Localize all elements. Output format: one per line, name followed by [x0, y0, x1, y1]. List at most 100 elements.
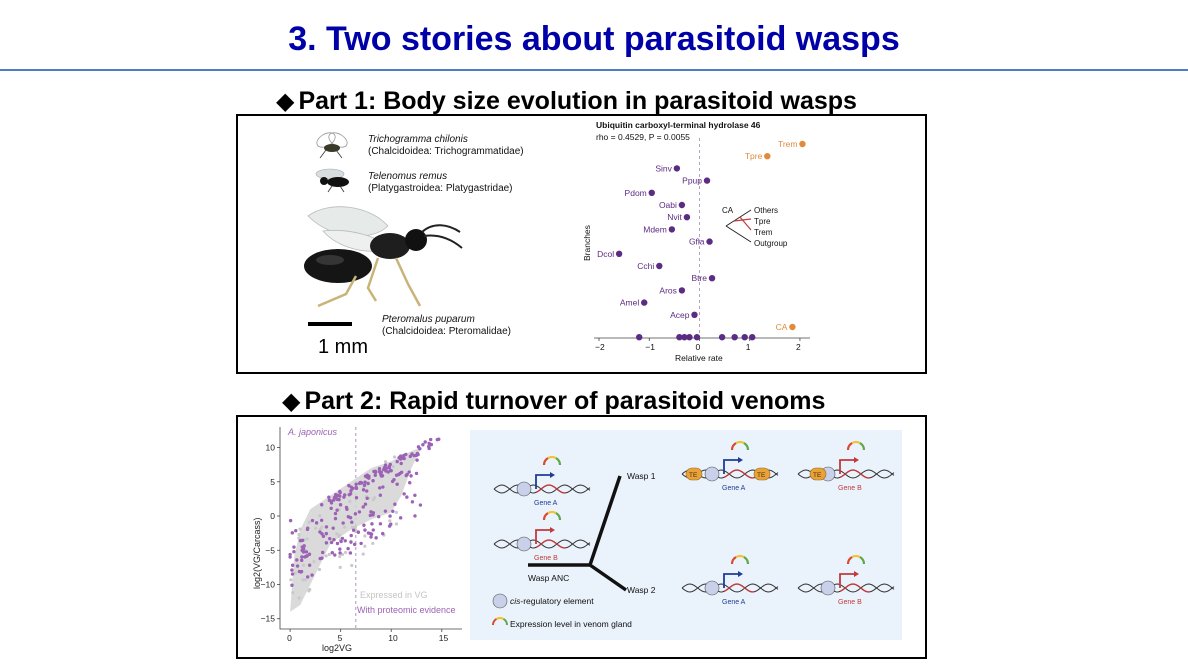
slide-title: 3. Two stories about parasitoid wasps — [288, 20, 900, 58]
chart2-point-expressed — [337, 534, 341, 539]
tree-label-ca: CA — [722, 206, 734, 215]
model-background — [470, 430, 902, 640]
chart2-point-proteomic — [361, 488, 366, 492]
chart2-point-proteomic — [319, 518, 324, 522]
chart2-point-proteomic — [408, 454, 412, 459]
chart2-point-expressed — [392, 455, 397, 459]
chart2-point-proteomic — [371, 479, 375, 483]
chart2-point-expressed — [391, 465, 395, 469]
chart2-point-proteomic — [404, 452, 408, 457]
chart1-point-label: Tpre — [745, 151, 763, 161]
chart2-point-proteomic — [348, 551, 353, 555]
chart2-point-proteomic — [341, 521, 345, 525]
chart2-point-expressed — [320, 525, 324, 529]
chart1-subtitle: rho = 0.4529, P = 0.0055 — [596, 132, 690, 142]
chart2-point-expressed — [324, 554, 328, 558]
dna-strand-icon — [493, 539, 591, 549]
gene-label: Gene B — [534, 555, 558, 562]
chart2-point-proteomic — [338, 547, 342, 551]
diamond-bullet-icon: ◆ — [276, 88, 295, 115]
chart2-point-proteomic — [399, 461, 403, 466]
chart2-point-expressed — [307, 520, 311, 524]
chart1-point-label: Nvit — [667, 212, 682, 222]
tree-branch-wasp2 — [589, 563, 627, 592]
chart2-point-proteomic — [300, 558, 304, 563]
chart2-point-expressed — [338, 565, 342, 570]
chart2-point-expressed — [371, 498, 375, 502]
chart2-point-proteomic — [371, 528, 375, 532]
inset-tree: CA Others Tpre Trem Outgroup — [722, 206, 788, 248]
chart2-point-proteomic — [343, 493, 347, 497]
chart2-point-proteomic — [328, 536, 332, 541]
chart2-point-proteomic — [290, 568, 294, 572]
expression-gauge-icon — [542, 455, 562, 466]
chart2-point-proteomic — [378, 493, 383, 497]
expression-gauge-icon — [542, 510, 562, 521]
chart2-point-expressed — [303, 578, 307, 582]
chart2-point-expressed — [394, 510, 398, 514]
chart2-point-expressed — [388, 519, 392, 523]
chart1-point — [676, 334, 683, 341]
chart2-point-expressed — [353, 525, 358, 529]
chart1-point — [764, 153, 771, 160]
chart2-point-proteomic — [428, 442, 432, 447]
chart2-point-proteomic — [321, 550, 325, 555]
te-label: TE — [689, 472, 698, 479]
chart2-point-proteomic — [402, 492, 406, 496]
label-wasp1: Wasp 1 — [627, 471, 656, 481]
chart2-point-proteomic — [333, 516, 338, 521]
chart2-point-proteomic — [414, 471, 419, 476]
chart2-point-proteomic — [305, 575, 310, 579]
legend-proteomic: With proteomic evidence — [357, 605, 456, 615]
promoter-arrow-icon — [723, 459, 738, 474]
chart1-xlabel: Relative rate — [675, 353, 723, 363]
chart1-point — [668, 226, 676, 233]
promoter-arrow-icon — [839, 573, 854, 588]
chart2-point-expressed — [343, 550, 348, 555]
species-name-2: Pteromalus puparum — [382, 314, 475, 325]
chart2-point-proteomic — [381, 531, 385, 536]
chart2-point-proteomic — [329, 540, 334, 545]
chart2-point-proteomic — [348, 492, 353, 496]
chart2-point-proteomic — [298, 538, 303, 543]
chart2-point-proteomic — [329, 506, 333, 511]
chart2-point-expressed — [335, 532, 339, 536]
chart1-point — [789, 323, 796, 331]
ubiquitin-rate-chart: Ubiquitin carboxyl-terminal hydrolase 46… — [582, 120, 810, 363]
chart2-point-proteomic — [354, 485, 358, 490]
chart2-point-proteomic — [335, 508, 339, 512]
transposable-element-icon — [809, 467, 827, 481]
chart2-xtick-label: 15 — [439, 633, 449, 643]
chart2-point-proteomic — [410, 500, 415, 504]
tree-label-tpre: Tpre — [754, 217, 771, 226]
chart2-point-proteomic — [428, 437, 433, 442]
species-family-2: (Chalcidoidea: Pteromalidae) — [382, 326, 511, 337]
chart1-ylabel: Branches — [582, 225, 592, 261]
chart2-point-expressed — [301, 563, 306, 567]
chart2-point-proteomic — [292, 545, 296, 549]
chart1-point-label: Pdom — [625, 188, 647, 198]
part1-heading-row: ◆ Part 1: Body size evolution in parasito… — [276, 87, 857, 116]
chart2-point-proteomic — [391, 509, 395, 514]
chart1-point-label: Acep — [670, 310, 690, 320]
chart2-point-expressed — [297, 536, 301, 540]
chart2-point-proteomic — [333, 493, 338, 497]
gene-label: Gene B — [838, 599, 862, 606]
label-wasp-anc: Wasp ANC — [528, 573, 569, 583]
chart2-point-proteomic — [408, 480, 412, 485]
chart2-point-expressed — [363, 544, 367, 548]
chart2-point-proteomic — [415, 451, 420, 456]
chart2-point-expressed — [343, 525, 347, 529]
chart1-title: Ubiquitin carboxyl-terminal hydrolase 46 — [596, 120, 761, 130]
chart1-point — [615, 250, 623, 257]
chart2-point-proteomic — [338, 494, 342, 498]
part2-panel: 0 5 10 15 10 5 0 −5 −10 −15 A. japonicus log2VG l… — [236, 415, 927, 659]
chart2-point-proteomic — [410, 452, 414, 456]
chart2-point-proteomic — [347, 483, 351, 488]
chart2-point-proteomic — [366, 481, 370, 486]
chart2-point-expressed — [318, 514, 322, 518]
expression-gauge-icon — [846, 554, 866, 565]
chart2-point-proteomic — [378, 486, 382, 490]
chart2-point-proteomic — [398, 457, 403, 461]
chart2-point-proteomic — [294, 529, 298, 533]
